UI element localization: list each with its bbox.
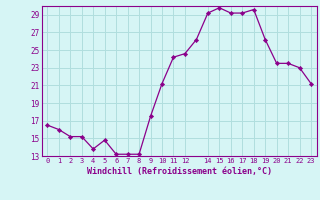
X-axis label: Windchill (Refroidissement éolien,°C): Windchill (Refroidissement éolien,°C) — [87, 167, 272, 176]
